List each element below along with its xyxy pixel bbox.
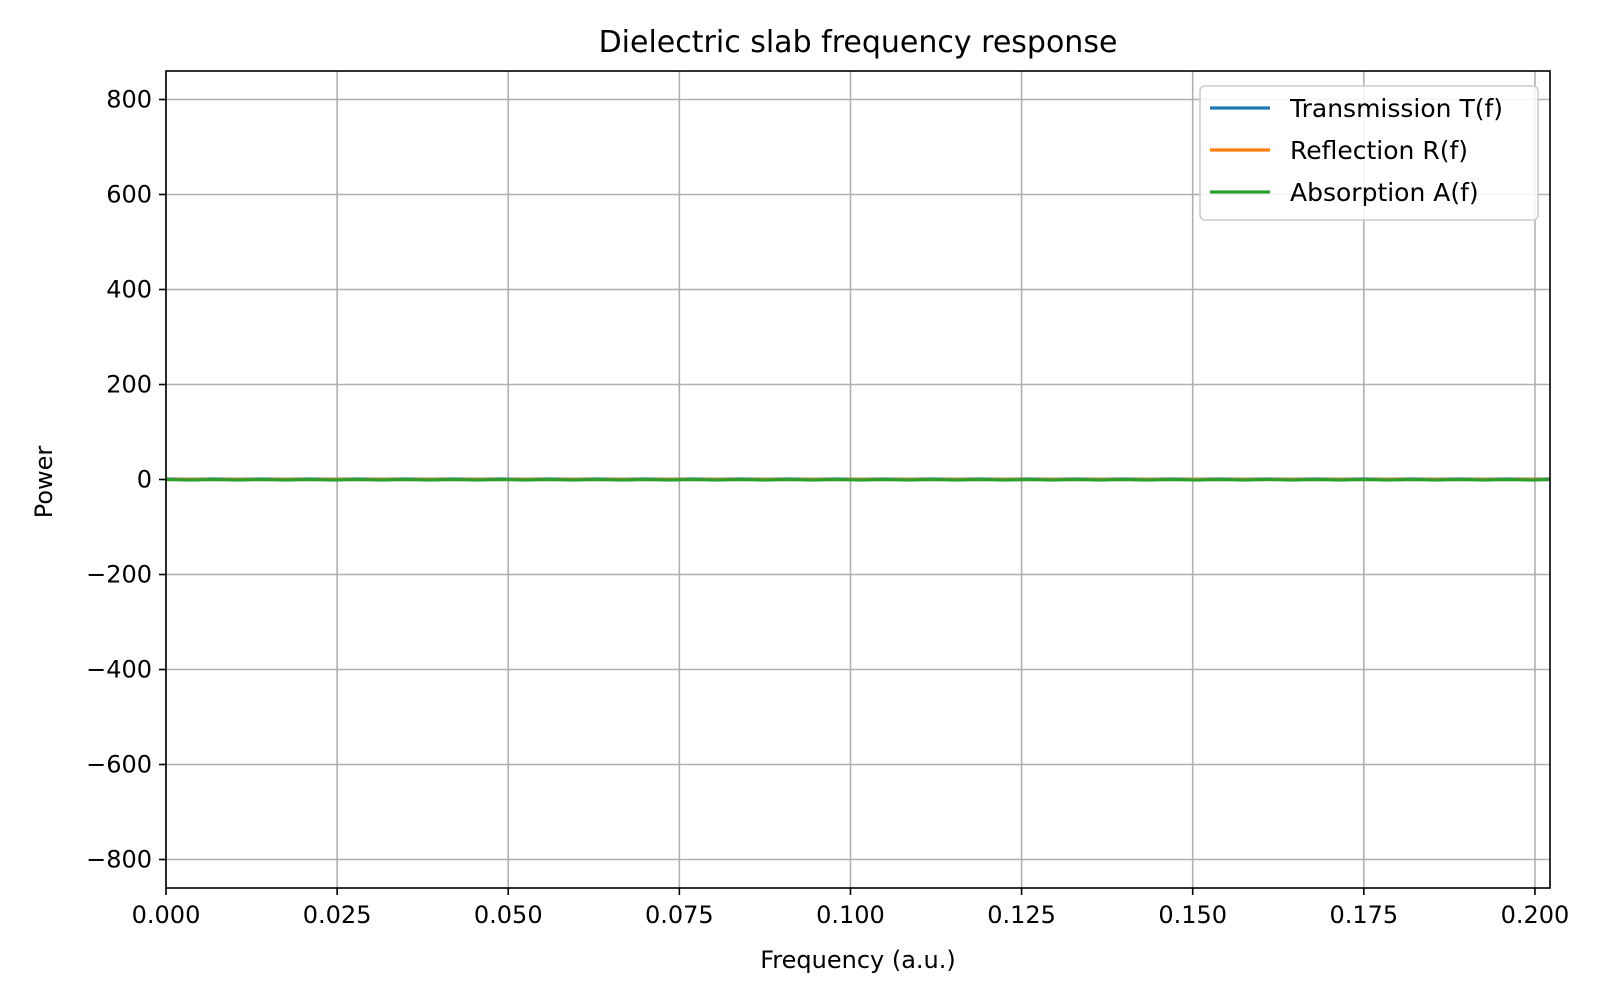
x-tick-label: 0.200: [1501, 901, 1570, 929]
y-tick-label: 400: [106, 276, 152, 304]
legend-label-absorption-a-f: Absorption A(f): [1290, 178, 1479, 207]
y-tick-label: 800: [106, 86, 152, 114]
legend-box: [1199, 85, 1539, 221]
y-tick-label: −200: [86, 561, 152, 589]
legend-label-transmission-t-f: Transmission T(f): [1289, 94, 1503, 123]
x-axis-ticks: 0.000 0.025 0.050 0.075 0.100 0.125 0.150 0.175…: [132, 888, 1570, 929]
legend-label-reflection-r-f: Reflection R(f): [1290, 136, 1468, 165]
series-lines: [165, 477, 1551, 482]
x-tick-label: 0.175: [1329, 901, 1398, 929]
y-axis-label: Power: [30, 446, 58, 519]
x-tick-label: 0.050: [474, 901, 543, 929]
x-tick-label: 0.100: [816, 901, 885, 929]
x-tick-label: 0.025: [303, 901, 372, 929]
y-tick-label: −800: [86, 846, 152, 874]
series-line-absorption-a-f: [165, 477, 1551, 482]
x-tick-label: 0.150: [1158, 901, 1227, 929]
x-tick-label: 0.125: [987, 901, 1056, 929]
x-tick-label: 0.000: [132, 901, 201, 929]
legend: Transmission T(f) Reflection R(f) Absorpti…: [1199, 85, 1539, 221]
y-tick-label: 600: [106, 181, 152, 209]
x-tick-label: 0.075: [645, 901, 714, 929]
y-tick-label: −400: [86, 656, 152, 684]
y-axis-ticks: 800 600 400 200 0 −200 −400 −600 −800: [86, 86, 166, 874]
x-axis-label: Frequency (a.u.): [760, 946, 956, 974]
chart-title: Dielectric slab frequency response: [599, 25, 1118, 60]
y-tick-label: −600: [86, 751, 152, 779]
y-tick-label: 0: [137, 466, 152, 494]
y-tick-label: 200: [106, 371, 152, 399]
